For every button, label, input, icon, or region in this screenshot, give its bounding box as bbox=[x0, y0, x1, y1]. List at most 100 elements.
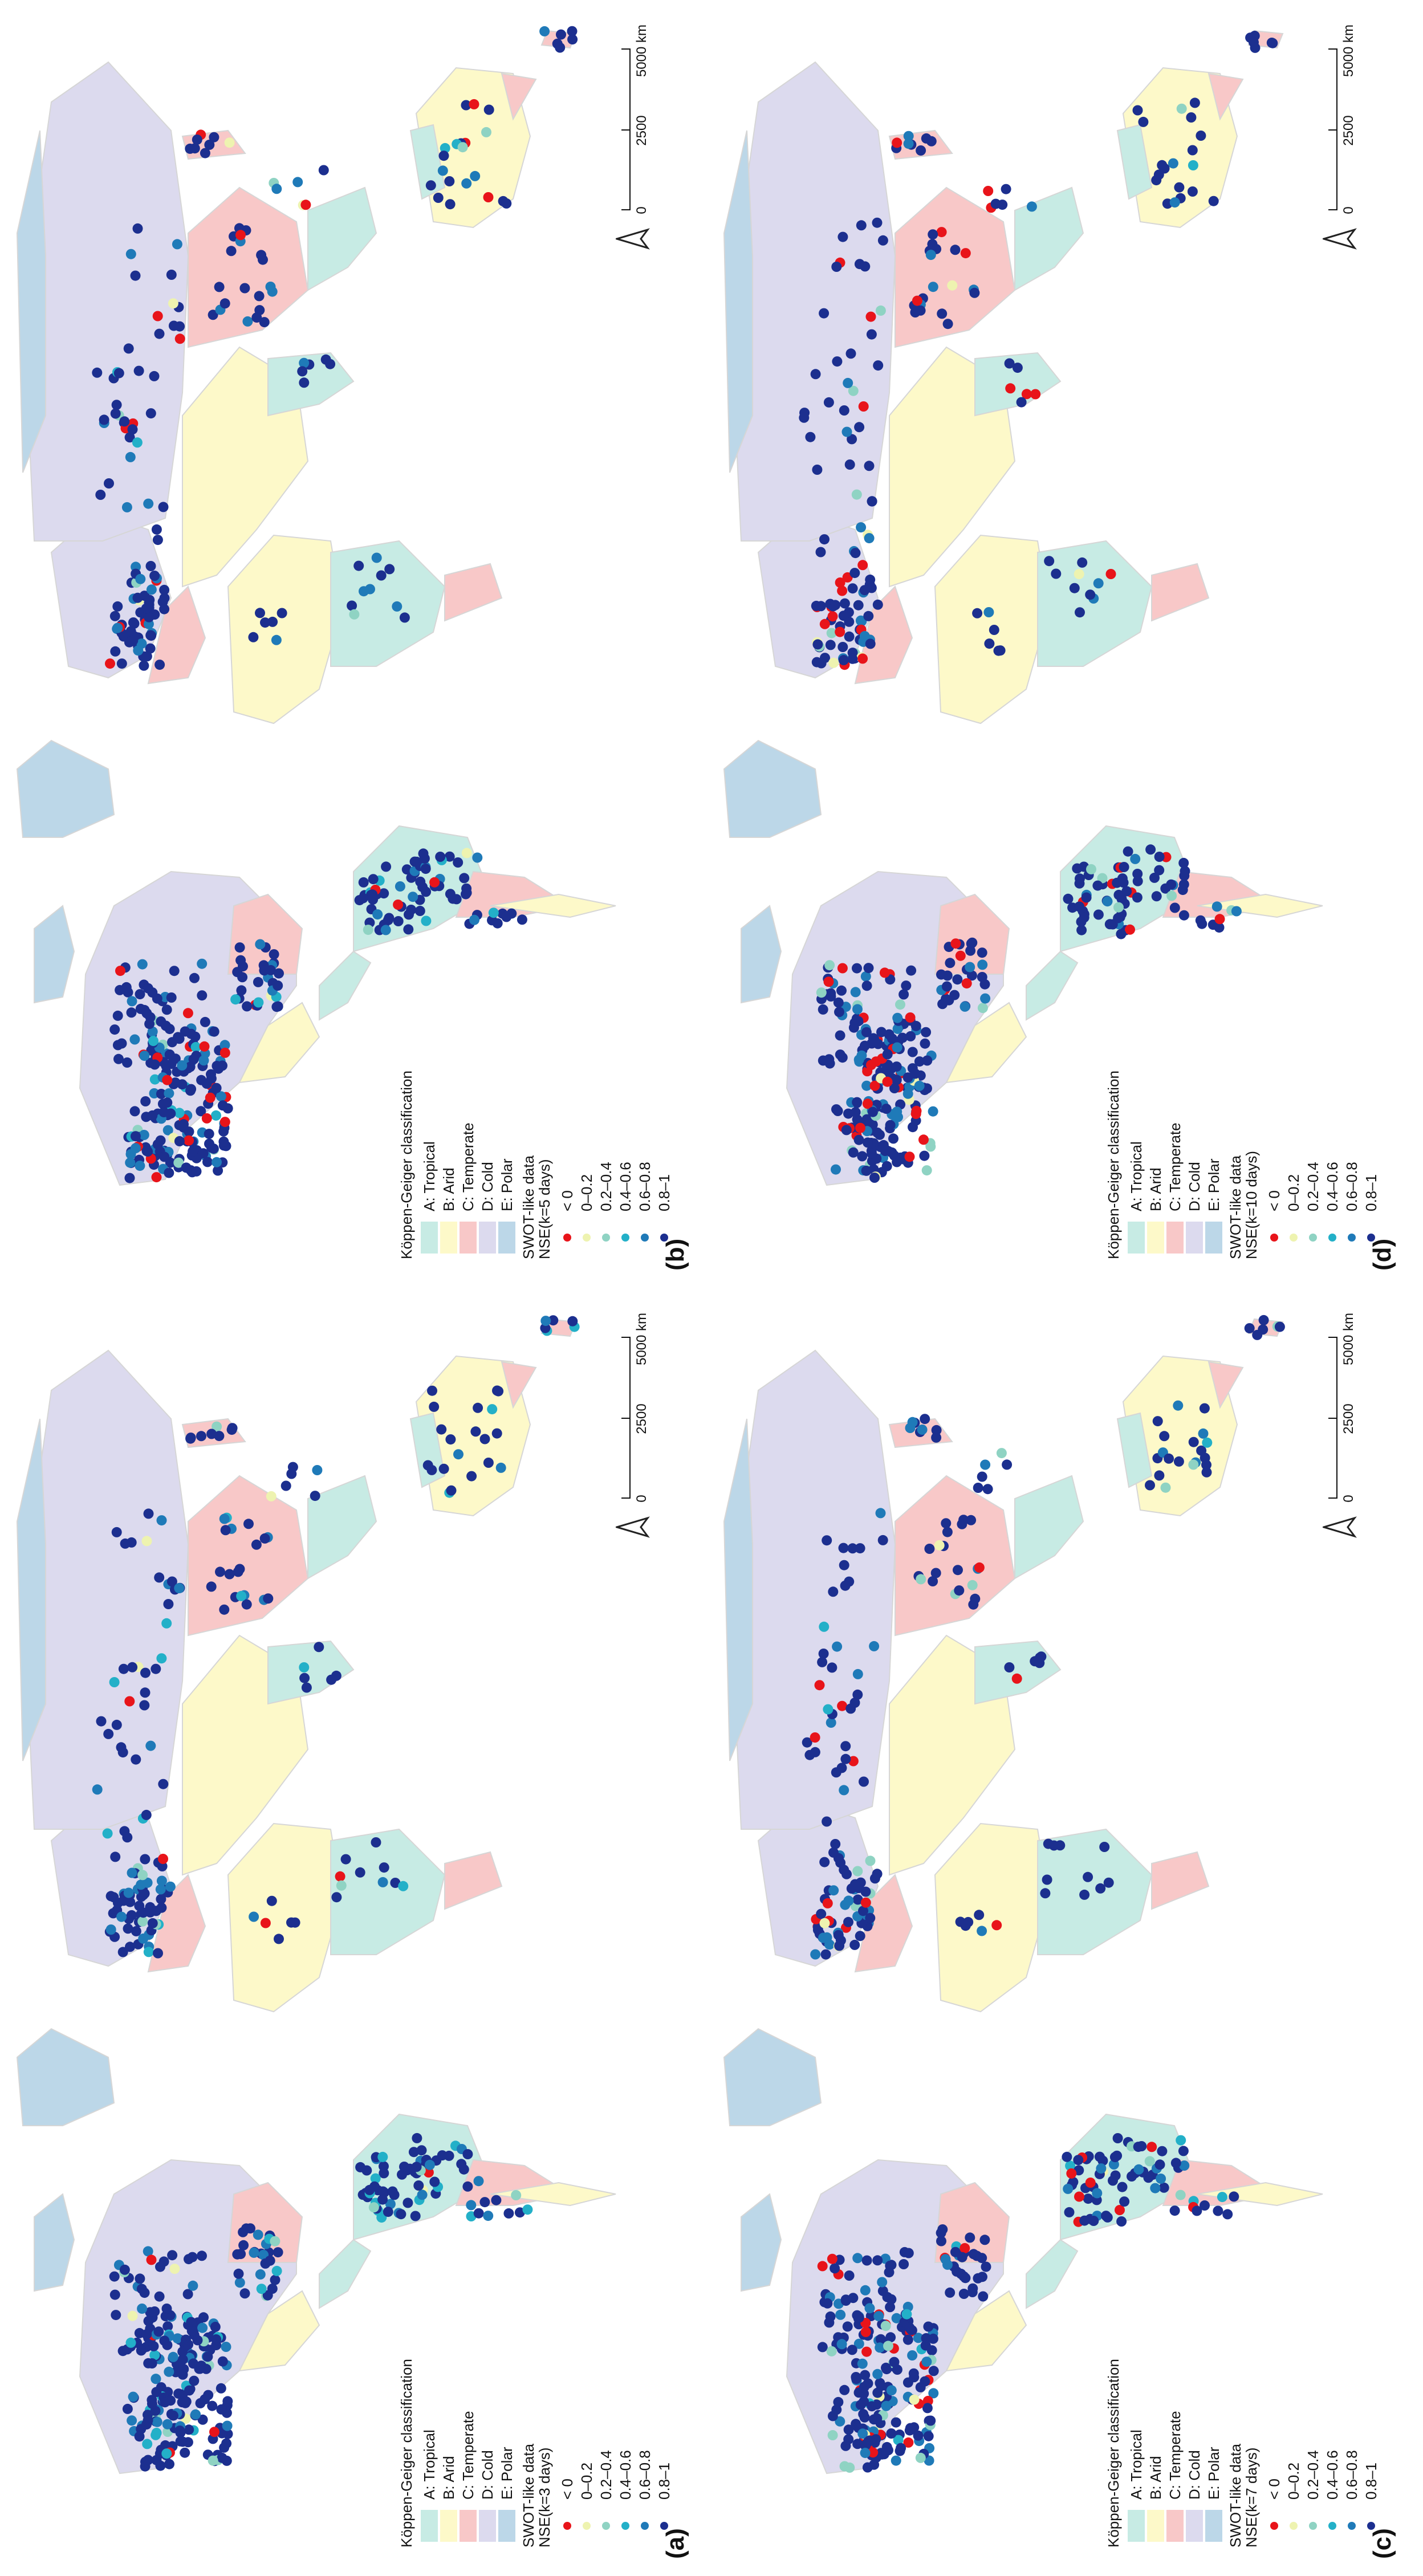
gauge-point-268 bbox=[1062, 2151, 1072, 2162]
gauge-point-126 bbox=[914, 1080, 925, 1091]
gauge-point-310 bbox=[462, 2181, 473, 2192]
gauge-point-369 bbox=[141, 651, 152, 662]
land-region-16 bbox=[974, 352, 1062, 417]
gauge-point-392 bbox=[852, 1669, 863, 1679]
gauge-point-421 bbox=[123, 343, 134, 354]
gauge-point-405 bbox=[827, 1662, 837, 1673]
gauge-point-480 bbox=[483, 192, 494, 202]
gauge-point-445 bbox=[249, 1911, 259, 1922]
gauge-point-435 bbox=[937, 308, 948, 319]
gauge-point-367 bbox=[838, 655, 849, 665]
gauge-point-451 bbox=[1093, 578, 1104, 589]
gauge-point-448 bbox=[989, 625, 999, 635]
gauge-point-160 bbox=[847, 2345, 857, 2355]
gauge-point-337 bbox=[116, 658, 127, 669]
gauge-point-309 bbox=[1177, 885, 1188, 896]
gauge-point-466 bbox=[297, 366, 308, 377]
gauge-point-373 bbox=[146, 584, 157, 595]
gauge-point-61 bbox=[173, 1157, 184, 1168]
climate-label: C: Temperate bbox=[1166, 2411, 1184, 2500]
gauge-point-308 bbox=[1123, 846, 1133, 857]
gauge-point-215 bbox=[941, 981, 952, 992]
gauge-point-371 bbox=[123, 1887, 134, 1898]
gauge-point-245 bbox=[135, 1161, 145, 1171]
gauge-point-323 bbox=[511, 2190, 522, 2200]
gauge-point-366 bbox=[138, 1933, 149, 1944]
gauge-point-218 bbox=[273, 980, 283, 991]
gauge-point-189 bbox=[853, 2312, 864, 2323]
gauge-point-365 bbox=[855, 1931, 865, 1942]
gauge-point-113 bbox=[881, 1161, 892, 1171]
gauge-point-503 bbox=[280, 1480, 291, 1491]
gauge-point-319 bbox=[522, 2204, 533, 2215]
gauge-point-66 bbox=[913, 2333, 924, 2343]
gauge-point-20 bbox=[151, 2374, 161, 2384]
gauge-point-225 bbox=[831, 1164, 841, 1175]
gauge-point-388 bbox=[819, 1857, 830, 1867]
gauge-point-408 bbox=[131, 1754, 141, 1765]
gauge-point-135 bbox=[200, 1016, 210, 1027]
gauge-point-93 bbox=[921, 2357, 932, 2367]
gauge-point-355 bbox=[147, 1918, 158, 1928]
gauge-point-384 bbox=[830, 600, 841, 611]
climate-swatch bbox=[498, 1222, 515, 1254]
gauge-point-22 bbox=[875, 2378, 885, 2388]
scale-tick-label: 2500 bbox=[634, 115, 649, 146]
gauge-point-491 bbox=[196, 1431, 206, 1442]
nse-label: < 0 bbox=[1266, 2479, 1283, 2500]
gauge-point-403 bbox=[840, 1741, 851, 1752]
land-region-8 bbox=[490, 2182, 616, 2207]
nse-dot-icon bbox=[1270, 2522, 1278, 2530]
gauge-point-121 bbox=[210, 2322, 221, 2332]
gauge-point-313 bbox=[1132, 892, 1143, 903]
gauge-point-184 bbox=[119, 2264, 130, 2275]
gauge-point-176 bbox=[197, 990, 208, 1001]
gauge-point-248 bbox=[151, 1172, 162, 1183]
map-panel-c: (c) Köppen-Geiger classification A: Trop… bbox=[707, 1305, 1402, 2559]
gauge-point-468 bbox=[433, 193, 444, 203]
gauge-point-479 bbox=[1173, 1400, 1184, 1411]
gauge-point-54 bbox=[156, 1089, 166, 1099]
gauge-point-467 bbox=[1154, 1470, 1165, 1481]
land-region-2 bbox=[238, 2290, 320, 2372]
nse-label: 0.8–1 bbox=[1363, 2462, 1380, 2500]
gauge-point-375 bbox=[865, 1855, 876, 1866]
gauge-point-179 bbox=[154, 2291, 165, 2302]
gauge-point-442 bbox=[942, 1527, 953, 1537]
gauge-point-176 bbox=[817, 2342, 828, 2353]
gauge-point-378 bbox=[865, 574, 876, 585]
gauge-point-395 bbox=[149, 371, 160, 381]
gauge-point-178 bbox=[822, 2298, 833, 2309]
gauge-point-143 bbox=[863, 963, 874, 974]
gauge-point-305 bbox=[1121, 886, 1132, 897]
gauge-point-109 bbox=[217, 2356, 228, 2367]
gauge-point-278 bbox=[1093, 909, 1104, 920]
climate-legend-row: B: Arid bbox=[1146, 2359, 1165, 2547]
gauge-point-11 bbox=[885, 2332, 896, 2343]
nse-dot-icon bbox=[1309, 2522, 1317, 2530]
gauge-point-285 bbox=[399, 2162, 409, 2172]
gauge-point-475 bbox=[437, 165, 448, 176]
nse-label: 0.4–0.6 bbox=[1324, 1162, 1341, 1211]
gauge-point-82 bbox=[923, 2321, 934, 2332]
gauge-point-493 bbox=[226, 1425, 237, 1435]
gauge-point-431 bbox=[953, 1565, 963, 1576]
gauge-point-110 bbox=[910, 1109, 921, 1119]
gauge-point-159 bbox=[892, 1023, 903, 1034]
gauge-point-206 bbox=[966, 970, 977, 981]
gauge-point-179 bbox=[906, 965, 917, 976]
gauge-point-361 bbox=[159, 604, 170, 615]
gauge-point-424 bbox=[817, 1657, 828, 1667]
gauge-point-444 bbox=[958, 1515, 969, 1525]
gauge-point-257 bbox=[1125, 924, 1135, 935]
gauge-point-66 bbox=[177, 1079, 188, 1090]
gauge-point-194 bbox=[273, 2247, 283, 2258]
gauge-point-265 bbox=[393, 916, 404, 926]
gauge-point-452 bbox=[392, 601, 402, 612]
gauge-point-357 bbox=[835, 626, 845, 637]
gauge-point-409 bbox=[840, 1753, 851, 1764]
gauge-point-308 bbox=[453, 857, 464, 868]
gauge-point-452 bbox=[379, 1862, 389, 1873]
gauge-point-318 bbox=[473, 2208, 484, 2219]
land-region-3 bbox=[1026, 2239, 1079, 2309]
